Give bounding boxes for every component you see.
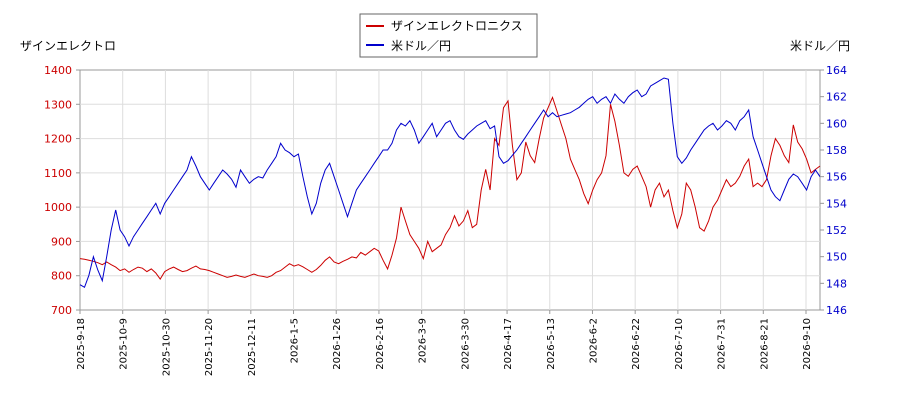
x-tick-label: 2026-3-9 [418,318,429,363]
left-axis-label: ザインエレクトロ [20,39,116,53]
axis-layer: 700 800 900 1000 1100 1200 1300 1400 146 148 150 15… [44,64,847,376]
x-tick-label: 2025-9-18 [76,318,87,370]
legend-label-zine: ザインエレクトロニクス [391,19,523,33]
legend: ザインエレクトロニクス 米ドル／円 [359,13,538,58]
right-tick-label: 148 [826,277,847,290]
left-tick-label: 1000 [44,201,72,214]
left-tick-label: 1100 [44,167,72,180]
x-tick-label: 2025-10-9 [119,318,130,370]
legend-label-usdjpy: 米ドル／円 [391,39,451,53]
x-tick-label: 2025-11-20 [204,318,215,376]
grid-layer [79,69,821,311]
left-tick-label: 900 [51,235,72,248]
right-tick-label: 158 [826,144,847,157]
x-tick-label: 2026-2-16 [375,318,386,370]
x-tick-label: 2026-1-5 [290,318,301,363]
series-line-zine [79,95,821,281]
left-tick-label: 800 [51,270,72,283]
series-line-usdjpy [79,77,821,289]
legend-box [359,13,538,58]
right-tick-label: 146 [826,304,847,317]
right-tick-label: 164 [826,64,847,77]
right-tick-label: 150 [826,251,847,264]
series-layer [79,77,821,289]
x-tick-label: 2026-5-13 [546,318,557,370]
x-tick-label: 2026-7-10 [674,318,685,370]
right-tick-label: 152 [826,224,847,237]
left-tick-label: 1300 [44,98,72,111]
right-tick-label: 160 [826,117,847,130]
x-tick-label: 2026-1-26 [332,318,343,370]
left-tick-label: 1400 [44,64,72,77]
right-axis-label: 米ドル／円 [790,39,850,53]
x-tick-label: 2026-4-17 [503,318,514,370]
x-tick-label: 2026-6-22 [631,318,642,370]
x-tick-label: 2026-7-31 [717,318,728,370]
right-tick-label: 154 [826,197,847,210]
left-tick-label: 700 [51,304,72,317]
right-tick-label: 156 [826,171,847,184]
right-tick-label: 162 [826,91,847,104]
x-tick-label: 2026-3-30 [460,318,471,370]
x-tick-label: 2026-8-21 [759,318,770,370]
x-tick-label: 2026-6-2 [588,318,599,363]
left-tick-label: 1200 [44,133,72,146]
x-tick-label: 2025-12-11 [247,318,258,376]
plot-frame [79,69,821,311]
x-tick-label: 2025-10-30 [161,318,172,376]
x-tick-label: 2026-9-10 [802,318,813,370]
